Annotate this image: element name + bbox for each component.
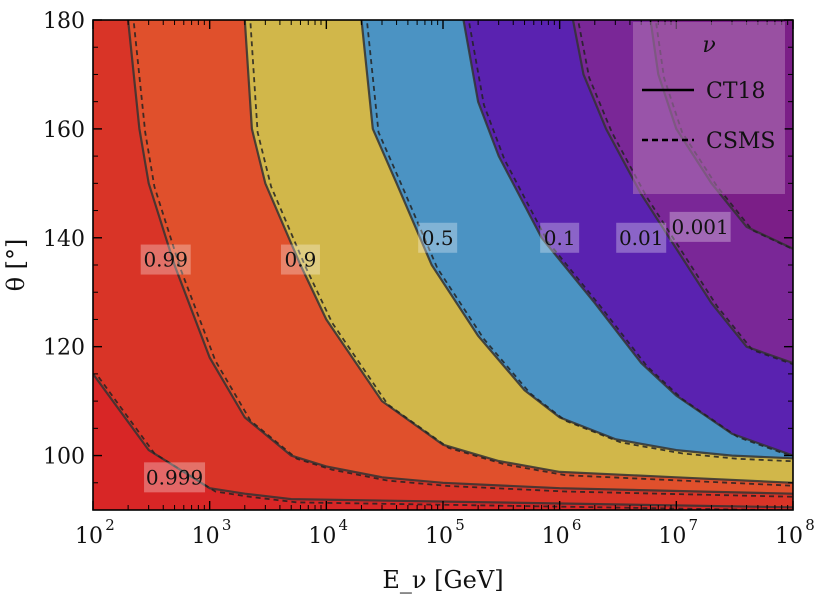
contour-line-ct18: [93, 373, 793, 509]
contour-label: 0.999: [146, 465, 203, 489]
x-tick-labels: 10 2 10 3 10 4 10 5 10 6 10 7 10 8: [75, 516, 814, 549]
x-tick-label-exponent: 5: [455, 516, 465, 534]
axis-ticks: [92, 19, 794, 511]
contour-label: 0.1: [544, 226, 576, 250]
contour-label-bg: [140, 244, 191, 275]
x-tick-label: 10: [425, 524, 453, 549]
y-tick-label: 180: [43, 9, 85, 34]
x-tick-label-exponent: 4: [339, 516, 349, 534]
x-tick-label-exponent: 3: [222, 516, 232, 534]
x-axis-title: E_ν [GeV]: [382, 566, 503, 594]
contour-labels: 0.999 0.99 0.9 0.5 0.1 0.01 0.001: [140, 211, 731, 493]
contour-label: 0.5: [422, 226, 454, 250]
x-tick-label: 10: [308, 524, 336, 549]
y-axis-title: θ [°]: [2, 239, 30, 292]
x-tick-label: 10: [658, 524, 686, 549]
contour-label: 0.001: [672, 215, 729, 239]
contour-line-ct18: [243, 20, 793, 484]
contour-line-csms: [366, 23, 793, 463]
x-tick-label-exponent: 6: [572, 516, 582, 534]
contour-line-ct18: [360, 20, 793, 460]
legend-box: [633, 22, 785, 194]
contour-line-ct18: [127, 20, 793, 495]
legend-label: CT18: [706, 79, 766, 104]
contour-line-csms: [468, 23, 793, 458]
contour-label-bg: [616, 222, 667, 253]
y-tick-labels: 100 120 140 160 180: [43, 9, 85, 470]
contour-label-bg: [280, 244, 320, 275]
x-tick-label: 10: [775, 524, 803, 549]
contour-line-csms: [133, 23, 793, 498]
x-tick-label: 10: [192, 524, 220, 549]
x-tick-label-exponent: 8: [805, 516, 814, 534]
contour-line-csms: [577, 23, 793, 366]
contour-label: 0.01: [619, 226, 664, 250]
contour-label-bg: [540, 222, 580, 253]
x-tick-label-exponent: 2: [105, 516, 115, 534]
contour-line-ct18: [571, 20, 793, 365]
legend: ν CT18 CSMS: [633, 22, 785, 194]
x-tick-label: 10: [75, 524, 103, 549]
contour-line-csms: [97, 376, 793, 510]
x-tick-label-exponent: 7: [689, 516, 699, 534]
contour-label-bg: [418, 222, 458, 253]
legend-label: CSMS: [706, 129, 776, 154]
legend-title: ν: [702, 33, 715, 58]
contour-label-bg: [669, 211, 731, 242]
contour-label-bg: [144, 462, 206, 493]
contour-label: 0.99: [143, 248, 188, 272]
contour-line-csms: [249, 23, 793, 487]
y-tick-label: 140: [43, 227, 85, 252]
y-tick-label: 160: [43, 118, 85, 143]
contour-label: 0.9: [285, 248, 317, 272]
x-tick-label: 10: [542, 524, 570, 549]
y-tick-label: 100: [43, 445, 85, 470]
y-tick-label: 120: [43, 336, 85, 361]
